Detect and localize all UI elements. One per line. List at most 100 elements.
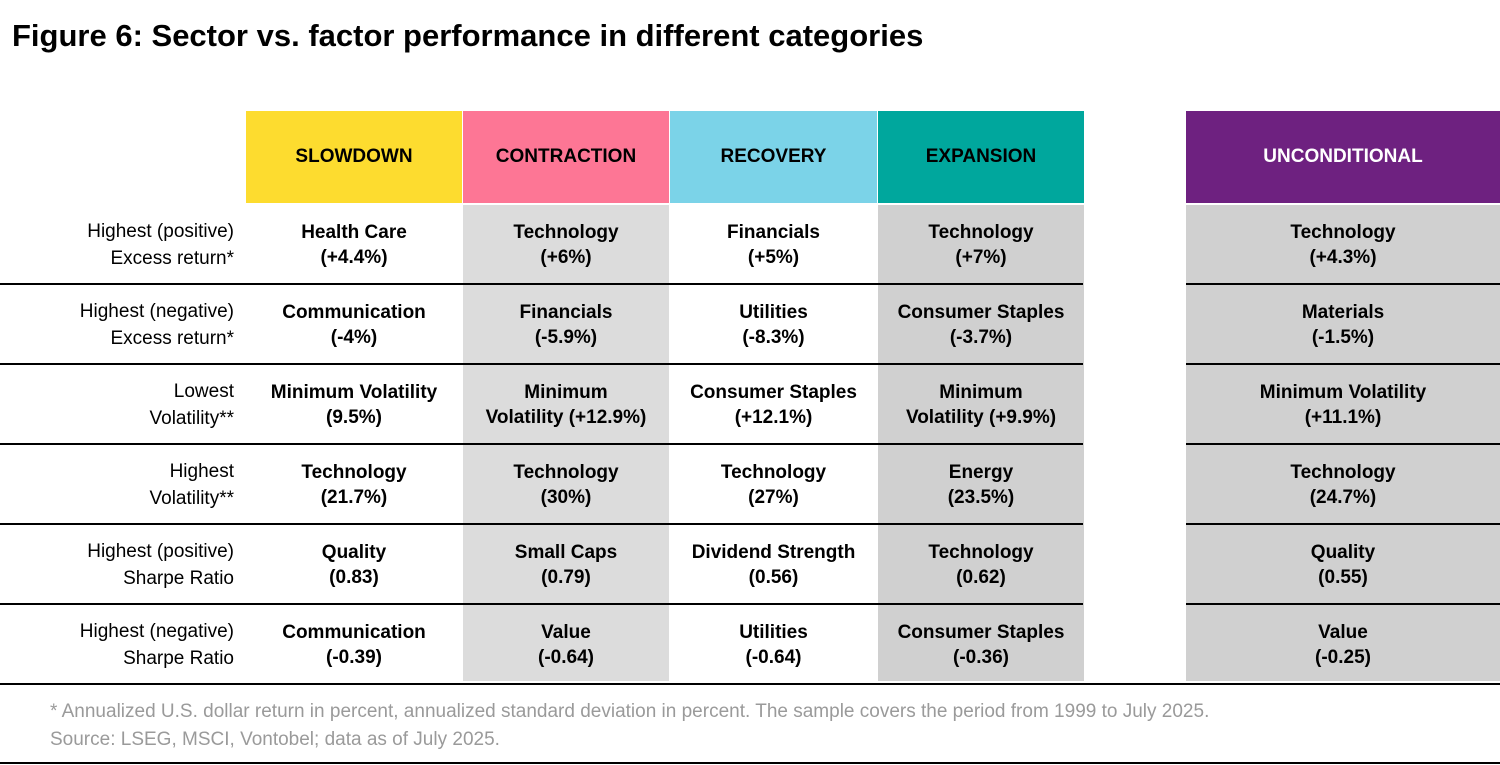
table-cell: Consumer Staples (-3.7%) bbox=[878, 300, 1084, 350]
table-cell-line: (24.7%) bbox=[1309, 487, 1377, 508]
row-label-line: Volatility** bbox=[149, 488, 235, 509]
table-cell-line: (+12.1%) bbox=[734, 407, 813, 428]
row-label: Highest (negative) Sharpe Ratio bbox=[0, 618, 234, 672]
row-label: Highest Volatility** bbox=[0, 458, 235, 512]
table-cell-line: (+6%) bbox=[540, 247, 592, 268]
table-cell: Consumer Staples (+12.1%) bbox=[670, 380, 877, 430]
table-cell: Dividend Strength (0.56) bbox=[670, 540, 877, 590]
table-cell-line: (0.62) bbox=[956, 567, 1006, 588]
table-cell-line: Consumer Staples bbox=[690, 382, 857, 403]
table-cell-line: Financials bbox=[727, 222, 820, 243]
table-cell-line: (23.5%) bbox=[947, 487, 1015, 508]
column-header-contraction: CONTRACTION bbox=[463, 111, 669, 203]
table-cell-line: Technology bbox=[1290, 462, 1396, 483]
row-divider bbox=[0, 283, 1083, 285]
row-label-line: Excess return* bbox=[110, 248, 234, 269]
row-label-line: Highest (positive) bbox=[87, 221, 234, 242]
table-cell-line: Communication bbox=[282, 622, 426, 643]
table-cell: Communication (-4%) bbox=[246, 300, 462, 350]
column-header-unconditional: UNCONDITIONAL bbox=[1186, 111, 1500, 203]
figure-title: Figure 6: Sector vs. factor performance … bbox=[12, 18, 924, 53]
table-cell: Utilities (-8.3%) bbox=[670, 300, 877, 350]
table-cell-line: Consumer Staples bbox=[897, 622, 1065, 643]
table-cell-line: (-0.39) bbox=[326, 647, 382, 668]
row-label-line: Highest (negative) bbox=[79, 621, 234, 642]
table-cell: Energy (23.5%) bbox=[878, 460, 1084, 510]
table-cell-line: Quality bbox=[321, 542, 387, 563]
table-cell: Technology (0.62) bbox=[878, 540, 1084, 590]
table-cell: Financials (-5.9%) bbox=[463, 300, 669, 350]
table-cell-line: (-5.9%) bbox=[534, 327, 598, 348]
table-cell-line: (+7%) bbox=[955, 247, 1007, 268]
bottom-divider bbox=[0, 762, 1500, 764]
table-cell-line: (-0.64) bbox=[538, 647, 594, 668]
row-divider bbox=[0, 683, 1500, 685]
footnote-source: Source: LSEG, MSCI, Vontobel; data as of… bbox=[50, 729, 500, 750]
table-cell-line: Health Care bbox=[301, 222, 407, 243]
table-cell-line: Value bbox=[1318, 622, 1368, 643]
footnote-note: * Annualized U.S. dollar return in perce… bbox=[50, 701, 1210, 722]
table-cell-line: Consumer Staples bbox=[897, 302, 1065, 323]
table-cell: Utilities (-0.64) bbox=[670, 620, 877, 670]
table-cell: Financials (+5%) bbox=[670, 220, 877, 270]
table-cell-line: (+4.3%) bbox=[1309, 247, 1377, 268]
table-cell: Quality (0.83) bbox=[246, 540, 462, 590]
table-cell-line: (+4.4%) bbox=[320, 247, 388, 268]
row-divider bbox=[0, 443, 1083, 445]
table-cell-line: Technology bbox=[1290, 222, 1396, 243]
table-cell-line: (0.83) bbox=[329, 567, 379, 588]
table-cell-line: (-0.25) bbox=[1315, 647, 1371, 668]
table-cell-line: Technology bbox=[301, 462, 407, 483]
table-cell-line: Dividend Strength bbox=[691, 542, 856, 563]
table-cell-line: (-0.36) bbox=[953, 647, 1009, 668]
table-cell-line: (21.7%) bbox=[320, 487, 388, 508]
table-cell-line: (0.79) bbox=[541, 567, 591, 588]
table-cell-line: (+11.1%) bbox=[1304, 407, 1382, 428]
table-cell-line: Technology bbox=[513, 222, 619, 243]
footnote: * Annualized U.S. dollar return in perce… bbox=[50, 698, 1209, 754]
table-cell-line: Technology bbox=[513, 462, 619, 483]
table-cell: Value (-0.25) bbox=[1186, 620, 1500, 670]
table-cell: Technology (30%) bbox=[463, 460, 669, 510]
table-cell: Health Care (+4.4%) bbox=[246, 220, 462, 270]
table-cell: Value (-0.64) bbox=[463, 620, 669, 670]
table-cell: Communication (-0.39) bbox=[246, 620, 462, 670]
table-cell-line: Financials bbox=[519, 302, 613, 323]
table-cell-line: (-8.3%) bbox=[742, 327, 805, 348]
row-label-line: Highest bbox=[169, 461, 234, 482]
row-divider bbox=[1186, 443, 1500, 445]
row-label: Lowest Volatility** bbox=[0, 378, 235, 432]
table-cell-line: Utilities bbox=[739, 302, 808, 323]
row-label: Highest (positive) Excess return* bbox=[0, 218, 234, 272]
table-cell: Technology (+7%) bbox=[878, 220, 1084, 270]
table-cell-line: Communication bbox=[282, 302, 426, 323]
table-cell-line: Utilities bbox=[739, 622, 808, 643]
table-cell: Minimum Volatility (9.5%) bbox=[246, 380, 462, 430]
row-label: Highest (positive) Sharpe Ratio bbox=[0, 538, 234, 592]
row-label-line: Highest (negative) bbox=[79, 301, 234, 322]
row-divider bbox=[0, 523, 1083, 525]
table-cell-line: (-4%) bbox=[330, 327, 378, 348]
table-cell-line: (27%) bbox=[748, 487, 799, 508]
table-cell-line: Minimum bbox=[524, 382, 608, 403]
table-cell-line: Quality bbox=[1310, 542, 1376, 563]
table-cell: Technology (21.7%) bbox=[246, 460, 462, 510]
table-cell-line: Small Caps bbox=[514, 542, 618, 563]
table-cell-line: Minimum Volatility bbox=[270, 382, 438, 403]
table-cell-line: Volatility (+12.9%) bbox=[485, 407, 647, 428]
table-cell-line: (-3.7%) bbox=[949, 327, 1013, 348]
table-cell: Materials (-1.5%) bbox=[1186, 300, 1500, 350]
table-cell: Technology (27%) bbox=[670, 460, 877, 510]
row-label-line: Volatility** bbox=[149, 408, 235, 429]
table-cell-line: Energy bbox=[948, 462, 1014, 483]
row-divider bbox=[1186, 523, 1500, 525]
row-divider bbox=[1186, 363, 1500, 365]
row-label-line: Sharpe Ratio bbox=[123, 568, 234, 589]
table-cell: Minimum Volatility (+12.9%) bbox=[463, 380, 669, 430]
column-header-recovery: RECOVERY bbox=[670, 111, 877, 203]
table-cell-line: Materials bbox=[1301, 302, 1385, 323]
row-divider bbox=[1186, 603, 1500, 605]
table-cell: Technology (24.7%) bbox=[1186, 460, 1500, 510]
table-cell: Consumer Staples (-0.36) bbox=[878, 620, 1084, 670]
column-header-expansion: EXPANSION bbox=[878, 111, 1084, 203]
